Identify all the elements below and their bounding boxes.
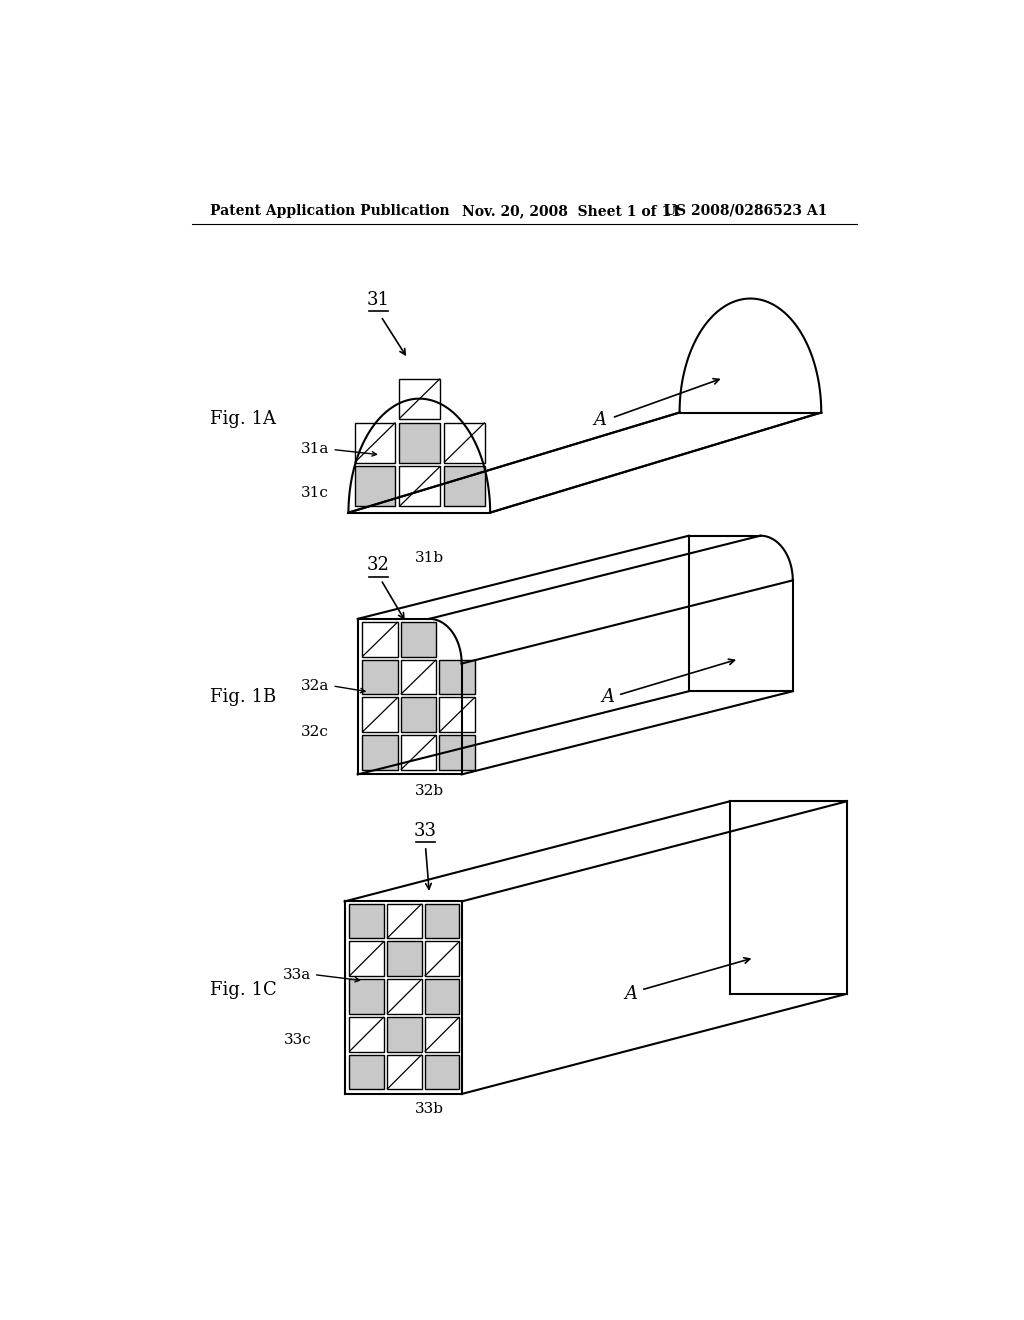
Bar	[349, 1016, 384, 1052]
Bar	[439, 660, 475, 694]
Text: 31c: 31c	[301, 486, 330, 500]
Text: 33: 33	[414, 822, 437, 840]
Bar	[387, 904, 422, 939]
Bar	[349, 979, 384, 1014]
Bar	[349, 904, 384, 939]
Bar	[400, 622, 436, 656]
Bar	[439, 735, 475, 770]
Text: 32b: 32b	[415, 784, 443, 797]
Bar	[354, 422, 395, 462]
Bar	[349, 941, 384, 977]
Bar	[444, 422, 484, 462]
Bar	[387, 941, 422, 977]
Text: Patent Application Publication: Patent Application Publication	[210, 203, 450, 218]
Bar	[362, 660, 397, 694]
Text: 32: 32	[367, 556, 390, 574]
Bar	[387, 1055, 422, 1089]
Bar	[439, 697, 475, 733]
Bar	[400, 735, 436, 770]
Text: 31a: 31a	[301, 442, 330, 457]
Bar	[425, 941, 460, 977]
Bar	[387, 979, 422, 1014]
Text: 33c: 33c	[284, 1034, 311, 1047]
Bar	[362, 622, 397, 656]
Bar	[362, 697, 397, 733]
Bar	[387, 1016, 422, 1052]
Text: A: A	[601, 689, 614, 706]
Bar	[400, 660, 436, 694]
Text: 31: 31	[367, 290, 390, 309]
Bar	[425, 979, 460, 1014]
Text: 31b: 31b	[415, 552, 443, 565]
Text: Fig. 1B: Fig. 1B	[210, 689, 276, 706]
Text: 33a: 33a	[284, 968, 311, 982]
Bar	[399, 422, 440, 462]
Text: A: A	[594, 412, 607, 429]
Bar	[444, 466, 484, 507]
Bar	[400, 697, 436, 733]
Bar	[425, 1055, 460, 1089]
Text: 33b: 33b	[415, 1102, 443, 1115]
Bar	[349, 1055, 384, 1089]
Text: Fig. 1C: Fig. 1C	[210, 981, 276, 999]
Text: US 2008/0286523 A1: US 2008/0286523 A1	[665, 203, 827, 218]
Text: Fig. 1A: Fig. 1A	[210, 409, 275, 428]
Text: A: A	[625, 985, 638, 1003]
Bar	[425, 1016, 460, 1052]
Text: Nov. 20, 2008  Sheet 1 of 11: Nov. 20, 2008 Sheet 1 of 11	[462, 203, 681, 218]
Bar	[399, 379, 440, 418]
Text: 32c: 32c	[301, 725, 330, 739]
Bar	[399, 466, 440, 507]
Bar	[425, 904, 460, 939]
Bar	[362, 735, 397, 770]
Text: 32a: 32a	[301, 678, 330, 693]
Bar	[354, 466, 395, 507]
